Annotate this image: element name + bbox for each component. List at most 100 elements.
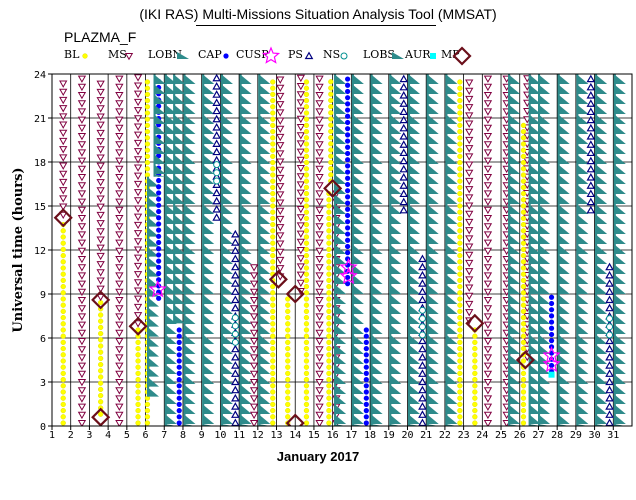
marker-bl xyxy=(520,277,527,284)
marker-ps xyxy=(605,295,614,304)
marker-bl xyxy=(326,358,332,364)
lobe-wedge-lobs xyxy=(370,414,383,424)
marker-ms xyxy=(96,277,105,285)
lobe-wedge-lobn xyxy=(613,314,626,324)
marker-ps xyxy=(399,123,409,132)
lobe-wedge-lobs xyxy=(528,264,541,274)
lobe-wedge-lobs xyxy=(183,84,196,94)
marker-bl xyxy=(457,215,463,222)
marker-ms xyxy=(77,149,87,157)
marker-ms xyxy=(249,288,259,297)
lobe-wedge-lobs xyxy=(408,204,421,214)
marker-ps xyxy=(586,205,596,214)
lobe-wedge-lobn xyxy=(538,114,551,124)
marker-bl xyxy=(303,209,310,215)
column-cap xyxy=(548,294,555,375)
lobe-wedge-lobn xyxy=(173,214,186,224)
lobe-wedge-lobs xyxy=(508,344,521,354)
marker-bl xyxy=(270,414,276,420)
lobe-wedge-lobs xyxy=(508,204,521,214)
lobe-wedge-lobn xyxy=(153,104,166,114)
marker-bl xyxy=(285,407,291,414)
marker-ms xyxy=(315,100,324,108)
marker-ps xyxy=(586,189,596,198)
marker-bl xyxy=(326,215,332,222)
lobe-wedge-lobs xyxy=(370,114,383,124)
x-tick-label: 19 xyxy=(383,430,395,441)
marker-ps xyxy=(231,369,240,377)
lobe-wedge-lobs xyxy=(370,324,383,334)
marker-cap xyxy=(176,377,182,383)
marker-bl xyxy=(97,399,104,405)
marker-ms xyxy=(249,313,259,321)
marker-ps xyxy=(605,279,614,287)
marker-ms xyxy=(77,411,87,420)
marker-bl xyxy=(303,339,310,346)
marker-ms xyxy=(96,88,105,97)
marker-bl xyxy=(326,333,332,339)
marker-bl xyxy=(270,197,276,203)
marker-bl xyxy=(457,122,463,129)
marker-ms xyxy=(77,223,87,231)
lobe-wedge-lobs xyxy=(370,254,383,264)
lobe-wedge-lobn xyxy=(258,314,271,324)
marker-ms xyxy=(315,92,324,100)
lobe-wedge-lobn xyxy=(576,264,589,274)
legend-marker-lobn xyxy=(177,52,189,59)
lobe-wedge-lobn xyxy=(426,174,439,184)
lobe-wedge-lobn xyxy=(173,184,186,194)
marker-bl xyxy=(135,407,141,414)
marker-bl xyxy=(520,358,527,364)
marker-bl xyxy=(270,314,276,321)
marker-cap xyxy=(345,250,351,256)
marker-bl xyxy=(457,364,463,370)
marker-bl xyxy=(520,252,527,259)
y-tick-label: 0 xyxy=(40,422,46,433)
legend-label-lobn: LOBN xyxy=(148,48,182,61)
marker-bl xyxy=(520,271,527,277)
lobe-wedge-lobs xyxy=(557,254,570,264)
marker-ms xyxy=(315,75,324,83)
marker-cap xyxy=(548,300,555,307)
column-ps xyxy=(212,74,221,221)
lobe-wedge-lobn xyxy=(351,184,364,194)
lobe-wedge-lobs xyxy=(408,104,421,114)
lobe-wedge-lobs xyxy=(557,264,570,274)
marker-bl xyxy=(326,228,332,234)
marker-bl xyxy=(270,352,276,358)
lobe-wedge-lobn xyxy=(334,354,347,364)
marker-ms xyxy=(96,97,105,105)
marker-cap xyxy=(345,107,351,113)
marker-ps xyxy=(586,181,596,189)
marker-bl xyxy=(457,116,463,122)
lobe-wedge-lobs xyxy=(408,84,421,94)
lobe-wedge-lobs xyxy=(595,154,608,164)
marker-bl xyxy=(97,324,104,331)
marker-cusp xyxy=(339,258,358,276)
marker-ms xyxy=(315,133,324,141)
lobe-wedge-lobn xyxy=(426,414,439,424)
marker-ms xyxy=(315,403,324,411)
marker-ns xyxy=(213,161,221,169)
marker-ms xyxy=(296,107,305,115)
lobe-wedge-lobs xyxy=(408,94,421,104)
marker-bl xyxy=(144,97,151,104)
marker-bl xyxy=(60,420,66,426)
lobe-wedge-lobn xyxy=(202,124,215,134)
marker-ms xyxy=(483,215,493,223)
marker-bl xyxy=(303,389,310,395)
lobe-spine xyxy=(389,74,392,426)
marker-ms xyxy=(115,256,124,264)
marker-ms xyxy=(315,182,324,190)
lobe-wedge-lobn xyxy=(220,144,233,154)
lobe-wedge-lobs xyxy=(183,384,196,394)
lobe-wedge-lobn xyxy=(153,114,166,124)
marker-cap xyxy=(345,200,351,206)
lobe-wedge-lobn xyxy=(426,254,439,264)
lobe-wedge-lobs xyxy=(528,394,541,404)
marker-ms xyxy=(115,313,124,321)
marker-bl xyxy=(520,153,527,160)
marker-cap xyxy=(345,181,351,188)
marker-cap xyxy=(345,132,351,138)
lobe-spine xyxy=(183,74,186,426)
